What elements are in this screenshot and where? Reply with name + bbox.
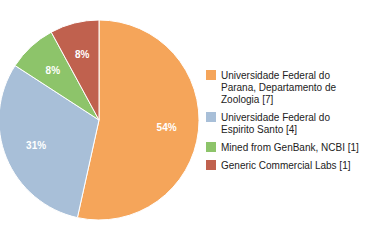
legend-label: Generic Commercial Labs [1] bbox=[221, 160, 351, 171]
legend-swatch bbox=[206, 160, 216, 170]
legend-label: Universidade Federal doParana, Departame… bbox=[221, 70, 337, 105]
legend-label-line: Universidade Federal do bbox=[221, 112, 330, 123]
data-label: 8% bbox=[46, 65, 61, 76]
legend-label: Universidade Federal doEspirito Santo [4… bbox=[221, 112, 330, 135]
legend-label-line: Zoologia [7] bbox=[221, 94, 273, 105]
data-label: 8% bbox=[75, 49, 90, 60]
data-label: 31% bbox=[26, 140, 46, 151]
legend-label-line: Espirito Santo [4] bbox=[221, 124, 297, 135]
data-label: 54% bbox=[157, 122, 177, 133]
legend-swatch bbox=[206, 70, 216, 80]
pie: 54% 31% 8% 8% bbox=[0, 20, 199, 220]
legend-label-line: Parana, Departamento de bbox=[221, 82, 337, 93]
legend-label: Mined from GenBank, NCBI [1] bbox=[221, 142, 359, 153]
legend-item: Mined from GenBank, NCBI [1] bbox=[206, 142, 359, 153]
legend-item: Universidade Federal doParana, Departame… bbox=[206, 70, 337, 105]
legend-label-line: Universidade Federal do bbox=[221, 70, 330, 81]
legend-label-line: Mined from GenBank, NCBI [1] bbox=[221, 142, 359, 153]
legend-swatch bbox=[206, 142, 216, 152]
legend-item: Universidade Federal doEspirito Santo [4… bbox=[206, 112, 330, 135]
legend-label-line: Generic Commercial Labs [1] bbox=[221, 160, 351, 171]
chart: 54%31%8%8%Universidade Federal doParana,… bbox=[0, 0, 380, 240]
legend-item: Generic Commercial Labs [1] bbox=[206, 160, 351, 171]
legend-swatch bbox=[206, 112, 216, 122]
legend: Universidade Federal doParana, Departame… bbox=[206, 70, 359, 171]
